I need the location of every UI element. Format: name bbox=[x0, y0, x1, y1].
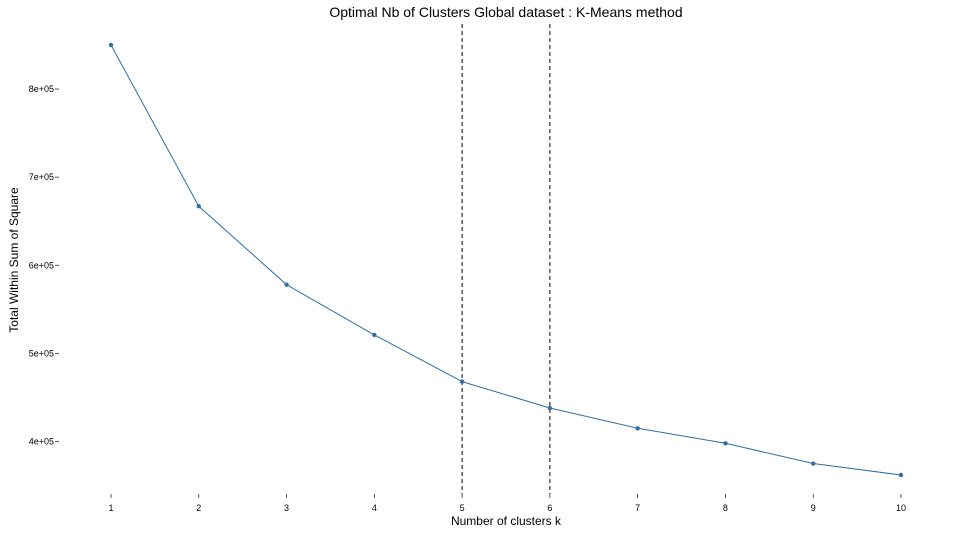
axis-ticks: 4e+05 5e+05 6e+05 7e+05 8e+05 1 2 3 4 5 6 7 8 9 10 bbox=[29, 84, 906, 513]
y-tick-label: 5e+05 bbox=[29, 348, 54, 358]
data-point bbox=[723, 441, 728, 446]
x-tick-label: 8 bbox=[723, 503, 728, 513]
series-line bbox=[110, 44, 902, 476]
data-point bbox=[811, 461, 816, 466]
y-tick-label: 4e+05 bbox=[29, 437, 54, 447]
data-point bbox=[284, 282, 289, 287]
reference-lines bbox=[461, 24, 551, 494]
y-tick-label: 6e+05 bbox=[29, 260, 54, 270]
x-tick-label: 6 bbox=[547, 503, 552, 513]
chart-title: Optimal Nb of Clusters Global dataset : … bbox=[329, 4, 682, 20]
x-tick-label: 7 bbox=[635, 503, 640, 513]
y-axis-label: Total Within Sum of Square bbox=[7, 187, 21, 333]
data-point bbox=[196, 204, 201, 209]
x-tick-label: 10 bbox=[896, 503, 906, 513]
data-point bbox=[459, 379, 465, 384]
x-tick-label: 4 bbox=[372, 503, 377, 513]
data-point bbox=[547, 405, 553, 411]
data-point bbox=[108, 42, 114, 48]
data-point bbox=[372, 332, 377, 338]
x-tick-label: 1 bbox=[108, 503, 113, 513]
y-tick-label: 7e+05 bbox=[29, 172, 54, 182]
x-tick-label: 9 bbox=[811, 503, 816, 513]
x-tick-label: 3 bbox=[284, 503, 289, 513]
x-tick-label: 2 bbox=[196, 503, 201, 513]
x-axis-label: Number of clusters k bbox=[451, 514, 562, 528]
data-point bbox=[898, 472, 904, 478]
data-point bbox=[635, 426, 640, 431]
series-group bbox=[108, 42, 904, 478]
y-tick-label: 8e+05 bbox=[29, 84, 54, 94]
x-tick-label: 5 bbox=[460, 503, 465, 513]
